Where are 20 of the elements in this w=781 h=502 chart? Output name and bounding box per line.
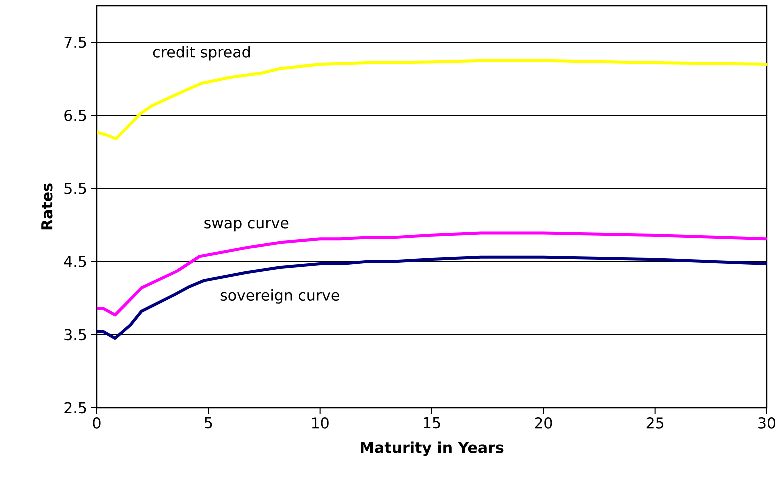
y-axis-title: Rates [42,184,53,230]
y-tick-label: 6.5 [64,110,86,122]
series-label: sovereign curve [220,289,340,304]
y-tick-label: 4.5 [64,256,86,268]
x-tick-label: 10 [312,418,329,429]
x-tick-label: 30 [758,418,776,429]
y-tick-label: 3.5 [64,329,86,341]
line-series [97,232,767,317]
x-tick-label: 20 [535,418,552,429]
x-tick-label: 5 [205,418,212,429]
y-tick-label: 7.5 [64,36,86,48]
series-label: credit spread [153,46,250,61]
x-axis-title: Maturity in Years [361,442,504,456]
x-tick-label: 0 [93,418,101,429]
y-tick-label: 5.5 [64,183,86,194]
x-tick-label: 25 [646,418,664,429]
series-label: swap curve [204,220,289,232]
x-tick-label: 15 [424,418,440,429]
y-tick-label: 2.5 [64,402,86,414]
line-series [97,256,767,340]
